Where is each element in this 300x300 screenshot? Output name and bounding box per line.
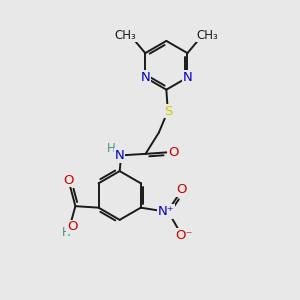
Text: O: O (168, 146, 179, 159)
Text: CH₃: CH₃ (115, 29, 136, 42)
Text: N: N (115, 149, 124, 162)
Text: O⁻: O⁻ (175, 229, 193, 242)
Text: S: S (164, 105, 172, 118)
Text: O: O (176, 183, 187, 196)
Text: H: H (107, 142, 116, 155)
Text: N: N (140, 71, 150, 84)
Text: CH₃: CH₃ (196, 29, 218, 42)
Text: H: H (62, 226, 71, 239)
Text: O: O (63, 173, 74, 187)
Text: O: O (67, 220, 78, 233)
Text: N⁺: N⁺ (158, 205, 174, 218)
Text: N: N (183, 71, 192, 84)
